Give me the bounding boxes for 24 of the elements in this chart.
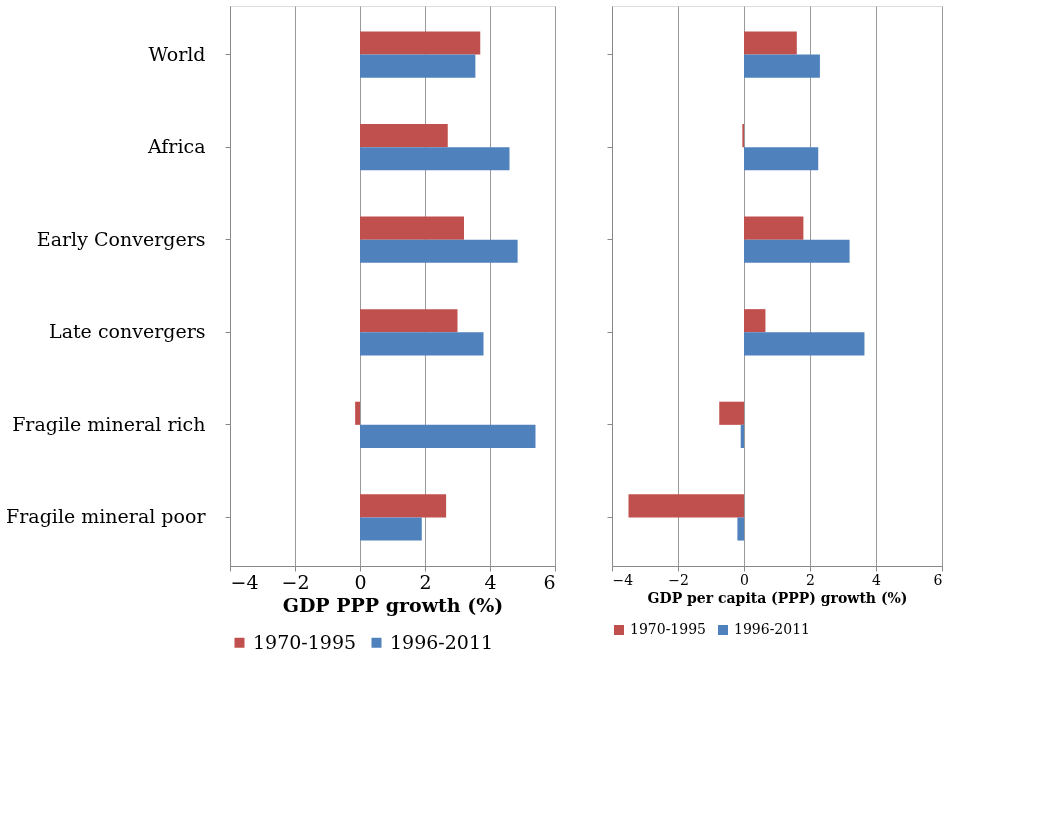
x-tick-label: 0	[354, 570, 367, 593]
legend-label: 1970-1995	[253, 630, 357, 653]
y-tick-label: Fragile mineral poor	[6, 505, 207, 528]
x-tick-label: 0	[740, 571, 749, 588]
legend-label: 1996-2011	[734, 621, 810, 637]
x-tick-label: −2	[281, 570, 310, 593]
x-tick-label: −4	[612, 571, 634, 588]
legend-label: 1970-1995	[630, 621, 706, 637]
y-tick-label: World	[148, 42, 206, 65]
x-tick-label: 2	[419, 570, 432, 593]
y-tick-label: Fragile mineral rich	[12, 412, 206, 435]
x-tick-label: −2	[668, 571, 689, 588]
x-tick-label: 6	[543, 570, 556, 593]
y-tick-label: Late convergers	[49, 320, 206, 343]
x-tick-label: 4	[484, 570, 497, 593]
x-tick-label: −4	[230, 570, 259, 593]
legend-label: 1996-2011	[390, 630, 494, 653]
x-tick-label: 2	[806, 571, 815, 588]
x-axis-title: GDP per capita (PPP) growth (%)	[647, 589, 908, 606]
x-tick-label: 6	[933, 571, 943, 588]
x-tick-label: 4	[872, 571, 882, 588]
y-tick-label: Early Convergers	[36, 227, 206, 250]
y-tick-label: Africa	[146, 135, 206, 158]
x-axis-title: GDP PPP growth (%)	[282, 593, 504, 616]
